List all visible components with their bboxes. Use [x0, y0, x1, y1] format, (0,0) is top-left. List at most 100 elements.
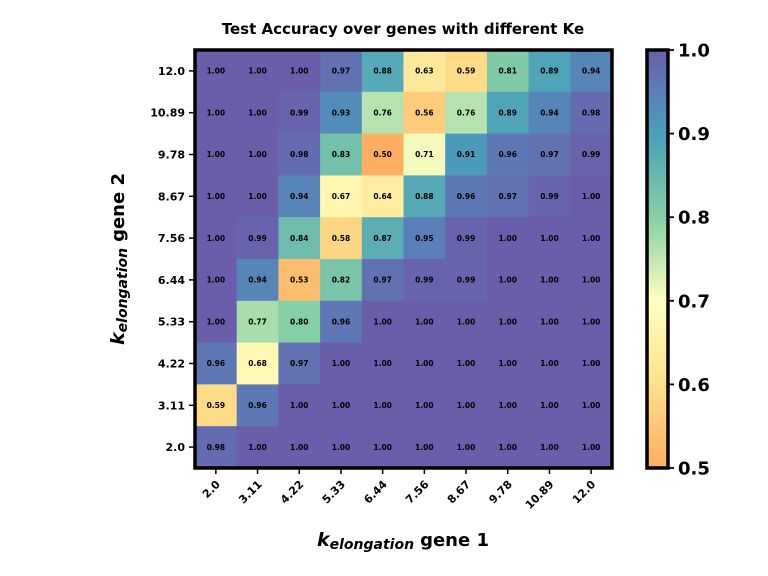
heatmap-cell [486, 133, 530, 176]
heatmap-cell [445, 426, 488, 469]
cell-value-label: 1.00 [332, 401, 351, 410]
x-axis-label: kelongation gene 1 [317, 529, 489, 553]
x-tick-label: 4.22 [278, 478, 306, 506]
heatmap-cell [570, 342, 613, 385]
heatmap-cell [486, 175, 530, 218]
cell-value-label: 0.53 [290, 276, 309, 285]
cell-value-label: 1.00 [415, 401, 434, 410]
heatmap-cell [528, 384, 571, 427]
chart-title: Test Accuracy over genes with different … [222, 20, 584, 38]
y-tick-label: 7.56 [158, 232, 185, 245]
heatmap-cell [320, 384, 363, 427]
cell-value-label: 1.00 [582, 276, 601, 285]
cell-value-label: 0.94 [540, 108, 559, 117]
x-tick-label: 3.11 [236, 478, 264, 506]
heatmap-cell [403, 133, 446, 176]
colorbar-tick-label: 0.6 [678, 375, 710, 396]
heatmap-cell [486, 426, 530, 469]
cell-value-label: 0.96 [207, 359, 226, 368]
y-axis-label-symbol: k [107, 331, 129, 345]
cell-value-label: 1.00 [415, 359, 434, 368]
cell-value-label: 1.00 [498, 443, 517, 452]
heatmap-cell [195, 259, 238, 302]
heatmap-cell [445, 91, 488, 135]
heatmap-cell [570, 384, 613, 427]
x-tick-label: 5.33 [320, 478, 348, 506]
heatmap-cell [320, 342, 363, 385]
cell-value-label: 1.00 [207, 108, 226, 117]
cell-value-label: 1.00 [540, 276, 559, 285]
heatmap-cell [486, 259, 530, 302]
y-tick-label: 8.67 [158, 190, 185, 203]
cell-value-label: 0.98 [582, 108, 601, 117]
y-tick-label: 2.0 [166, 441, 186, 454]
cell-value-label: 1.00 [207, 67, 226, 76]
cell-value-label: 1.00 [498, 401, 517, 410]
colorbar [645, 48, 670, 470]
heatmap-cell [570, 91, 613, 135]
cell-value-label: 1.00 [582, 317, 601, 326]
cell-value-label: 1.00 [498, 317, 517, 326]
cell-value-label: 0.88 [415, 192, 434, 201]
cell-value-label: 0.76 [373, 108, 392, 117]
heatmap-cell [236, 342, 279, 385]
cell-value-label: 1.00 [373, 317, 392, 326]
heatmap-cell [320, 426, 363, 469]
y-axis-label-subscript: elongation [115, 248, 131, 332]
cell-value-label: 0.94 [582, 67, 601, 76]
cell-value-label: 1.00 [373, 401, 392, 410]
heatmap-cell [528, 342, 571, 385]
cell-value-label: 0.68 [248, 359, 267, 368]
cell-value-label: 0.88 [373, 67, 392, 76]
plot-frame [193, 48, 614, 470]
heatmap-cell [236, 50, 279, 93]
cell-value-label: 1.00 [498, 234, 517, 243]
heatmap-cell [403, 175, 446, 218]
heatmap-cell [528, 50, 571, 93]
heatmap-cell [361, 259, 405, 302]
cell-value-label: 0.76 [457, 108, 476, 117]
cell-value-label: 1.00 [415, 317, 434, 326]
cell-value-label: 1.00 [582, 359, 601, 368]
cell-value-label: 1.00 [207, 317, 226, 326]
heatmap-cell [361, 300, 405, 344]
cell-value-label: 1.00 [373, 359, 392, 368]
heatmap-cell [528, 300, 571, 344]
cell-value-label: 0.97 [373, 276, 392, 285]
cell-value-label: 0.95 [415, 234, 434, 243]
heatmap-cell [570, 133, 613, 176]
heatmap-cell [403, 259, 446, 302]
cell-value-label: 0.99 [582, 150, 601, 159]
cell-value-label: 0.93 [332, 108, 351, 117]
heatmap-cell [570, 426, 613, 469]
heatmap-cell [195, 426, 238, 469]
cell-value-label: 0.87 [373, 234, 392, 243]
heatmap-cell [445, 259, 488, 302]
cell-value-label: 0.63 [415, 67, 434, 76]
heatmap-cell [403, 426, 446, 469]
cell-value-label: 1.00 [540, 359, 559, 368]
cell-value-label: 1.00 [582, 401, 601, 410]
heatmap-cell [278, 133, 321, 176]
heatmap-cell [403, 217, 446, 260]
heatmap-cell [403, 384, 446, 427]
cell-value-label: 0.58 [332, 234, 351, 243]
heatmap-cell [403, 300, 446, 344]
cell-value-label: 1.00 [582, 234, 601, 243]
heatmap-cell [236, 259, 279, 302]
y-tick-label: 12.0 [158, 65, 185, 78]
cell-value-label: 1.00 [457, 443, 476, 452]
cell-value-label: 1.00 [248, 67, 267, 76]
heatmap-cell [278, 217, 321, 260]
heatmap-cell [195, 384, 238, 427]
x-tick-label: 6.44 [361, 478, 390, 507]
heatmap-cell [278, 300, 321, 344]
cell-value-label: 0.81 [498, 67, 517, 76]
heatmap-cell [278, 384, 321, 427]
colorbar-ticks: 0.5 0.6 0.7 0.8 0.9 1.0 [668, 41, 710, 480]
heatmap-cell [195, 175, 238, 218]
cell-value-label: 1.00 [498, 276, 517, 285]
heatmap-cell [320, 175, 363, 218]
heatmap-cell [361, 384, 405, 427]
y-tick-label: 5.33 [158, 316, 185, 329]
